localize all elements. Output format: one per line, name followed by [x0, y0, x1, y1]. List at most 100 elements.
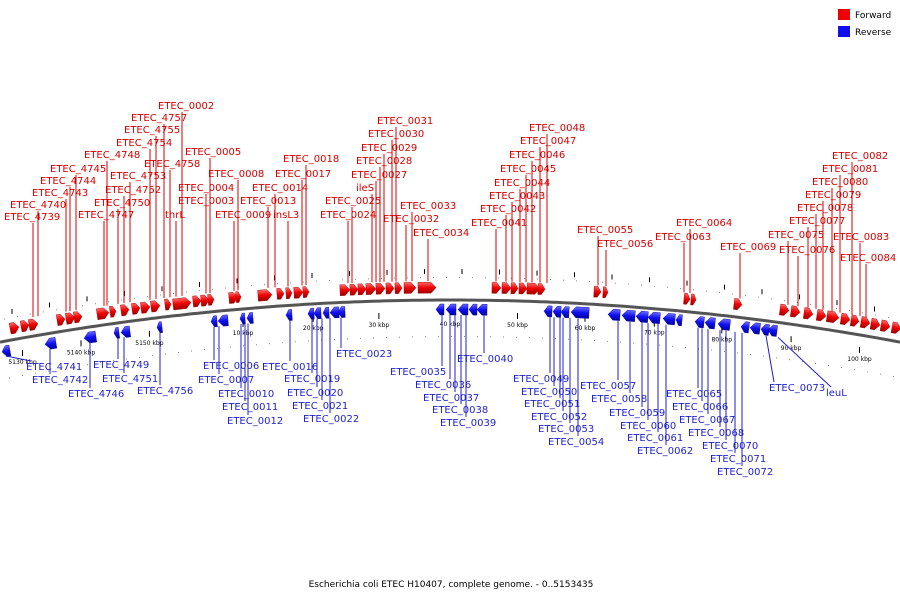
forward-gene-label: insL3 — [273, 210, 299, 221]
reverse-gene-label: ETEC_0022 — [303, 414, 359, 425]
scale-tick-label: 5150 kbp — [135, 340, 163, 347]
forward-gene-arrow — [27, 318, 39, 331]
reverse-gene-arrow — [435, 303, 445, 316]
track-dot — [659, 344, 660, 346]
reverse-gene-label: ETEC_0073 — [769, 383, 825, 394]
reverse-leader-line — [765, 335, 775, 383]
forward-gene-arrow — [403, 282, 417, 294]
reverse-gene-label: ETEC_0021 — [292, 401, 348, 412]
track-dot — [204, 349, 205, 351]
reverse-gene-arrow — [476, 303, 488, 316]
track-dot — [750, 354, 751, 356]
reverse-gene-label: ETEC_4751 — [102, 374, 158, 385]
track-dot — [329, 280, 330, 281]
track-dot — [706, 290, 707, 292]
track-dot — [594, 340, 595, 341]
reverse-gene-arrow — [749, 322, 761, 335]
forward-gene-arrow — [491, 282, 502, 294]
track-dot — [828, 364, 829, 366]
reverse-gene-arrow — [239, 312, 246, 325]
track-dot — [173, 293, 174, 294]
forward-gene-arrow — [339, 284, 351, 296]
forward-gene-label: ETEC_4745 — [50, 164, 106, 175]
track-dot — [724, 351, 725, 352]
reverse-gene-label: ETEC_0051 — [524, 399, 580, 410]
forward-gene-label: ETEC_0005 — [185, 147, 241, 158]
reverse-gene-arrow — [329, 306, 340, 319]
forward-gene-arrow — [131, 302, 141, 315]
forward-gene-label: ETEC_0056 — [597, 239, 653, 250]
reverse-gene-label: ETEC_0019 — [284, 374, 340, 385]
forward-gene-arrow — [537, 283, 546, 295]
track-dot — [139, 356, 140, 358]
forward-gene-label: ETEC_0032 — [383, 214, 439, 225]
forward-gene-label: ETEC_0078 — [797, 203, 853, 214]
track-dot — [737, 352, 738, 354]
track-dot — [576, 280, 577, 282]
forward-gene-arrow — [276, 288, 285, 300]
track-dot — [815, 362, 816, 364]
scale-tick-label: 20 kbp — [303, 325, 324, 332]
forward-gene-label: ETEC_0027 — [351, 170, 407, 181]
track-dot — [524, 278, 525, 280]
reverse-gene-label: ETEC_0071 — [710, 454, 766, 465]
track-dot — [355, 278, 356, 280]
track-dot — [368, 278, 369, 280]
forward-gene-arrow — [72, 311, 83, 324]
forward-gene-arrow — [385, 282, 395, 295]
track-dot — [186, 291, 187, 293]
forward-gene-label: ETEC_0002 — [158, 101, 214, 112]
forward-gene-arrow — [849, 314, 860, 327]
forward-gene-label: ETEC_0048 — [529, 123, 585, 134]
forward-gene-arrow — [593, 285, 602, 298]
reverse-gene-label: ETEC_0023 — [336, 349, 392, 360]
forward-gene-arrow — [64, 312, 76, 325]
forward-gene-label: ileS — [356, 183, 374, 194]
track-dot — [849, 310, 850, 312]
reverse-gene-label: ETEC_0049 — [513, 374, 569, 385]
legend-forward-swatch — [838, 9, 850, 20]
forward-gene-arrow — [235, 291, 242, 303]
forward-gene-label: ETEC_4748 — [84, 150, 140, 161]
forward-gene-label: ETEC_0081 — [822, 164, 878, 175]
forward-gene-label: ETEC_0084 — [840, 253, 896, 264]
forward-gene-arrow — [683, 292, 691, 305]
track-dot — [784, 300, 785, 302]
reverse-gene-arrow — [210, 315, 218, 328]
reverse-gene-arrow — [246, 312, 254, 324]
reverse-gene-arrow — [767, 324, 778, 337]
track-dot — [641, 284, 642, 286]
track-dot — [433, 277, 434, 279]
track-dot — [680, 288, 681, 289]
reverse-gene-arrow — [717, 318, 731, 331]
forward-gene-arrow — [228, 292, 239, 304]
forward-gene-arrow — [302, 286, 310, 298]
track-dot — [589, 281, 590, 282]
forward-gene-label: ETEC_0025 — [325, 196, 381, 207]
track-dot — [485, 277, 486, 279]
track-dot — [152, 355, 153, 357]
forward-gene-label: ETEC_4757 — [131, 113, 187, 124]
reverse-gene-arrow — [445, 303, 457, 316]
track-dot — [464, 336, 465, 337]
forward-gene-label: ETEC_0075 — [768, 230, 824, 241]
track-dot — [550, 279, 551, 281]
reverse-leader-line — [777, 337, 832, 388]
forward-gene-label: ETEC_0069 — [720, 242, 776, 253]
reverse-gene-label: ETEC_0054 — [548, 437, 604, 448]
track-dot — [308, 340, 309, 342]
track-dot — [407, 277, 408, 279]
reverse-gene-arrow — [740, 321, 750, 334]
genome-caption: Escherichia coli ETEC H10407, complete g… — [309, 580, 594, 590]
track-dot — [251, 285, 252, 287]
scale-tick-label: 70 kbp — [644, 330, 665, 337]
forward-gene-label: ETEC_0014 — [252, 183, 308, 194]
forward-gene-arrow — [150, 300, 161, 313]
forward-gene-arrow — [120, 304, 130, 317]
track-dot — [61, 368, 62, 370]
track-dot — [277, 283, 278, 285]
track-dot — [243, 345, 244, 347]
forward-gene-arrow — [825, 310, 840, 323]
scale-tick-label: 10 kbp — [233, 330, 254, 337]
forward-gene-label: ETEC_0030 — [368, 129, 424, 140]
